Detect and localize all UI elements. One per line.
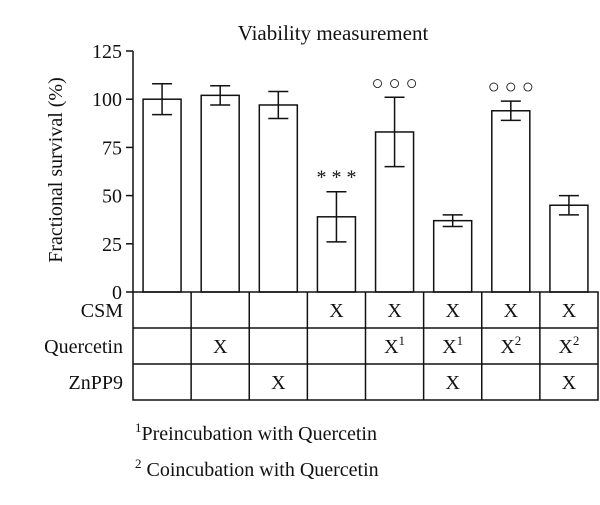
bar bbox=[258, 104, 299, 293]
table-cell-mark: X bbox=[504, 300, 519, 322]
table-row-label: ZnPP9 bbox=[69, 372, 123, 394]
significance-marker: * * * bbox=[316, 167, 356, 189]
table-cell-mark: X1 bbox=[442, 333, 463, 358]
table-cell-mark: X bbox=[329, 300, 344, 322]
table-cell-superscript: 2 bbox=[573, 333, 580, 348]
table-cell-mark: X bbox=[445, 372, 460, 394]
table-cell-superscript: 2 bbox=[515, 333, 522, 348]
table-cell-mark: X bbox=[387, 300, 402, 322]
y-tick-label: 75 bbox=[102, 137, 122, 159]
footnote-2: 2 Coincubation with Quercetin bbox=[135, 456, 379, 482]
viability-chart: Viability measurement Fractional surviva… bbox=[44, 21, 599, 401]
significance-markers: * * * ○ ○ ○ ○ ○ ○ bbox=[316, 72, 534, 188]
bar bbox=[200, 94, 240, 293]
bar bbox=[491, 110, 531, 293]
table-row-label: CSM bbox=[81, 300, 123, 322]
table-cell-superscript: 1 bbox=[457, 333, 464, 348]
treatment-table: CSM X X X X X Quercetin X X1 X1 X2 X2 ZnPP9 X X X bbox=[44, 291, 599, 401]
bars bbox=[142, 83, 589, 293]
table-cell-mark: X bbox=[213, 336, 228, 358]
significance-marker: ○ ○ ○ bbox=[371, 72, 417, 94]
bar bbox=[142, 98, 182, 293]
table-cell-mark: X bbox=[445, 300, 460, 322]
table-cell-mark: X1 bbox=[384, 333, 405, 358]
footnote-2-text: Coincubation with Quercetin bbox=[141, 459, 379, 481]
footnote-1: 1Preincubation with Quercetin bbox=[135, 420, 377, 446]
table-cell-mark: X bbox=[562, 372, 577, 394]
table-cell-mark: X2 bbox=[558, 333, 579, 358]
table-row-label: Quercetin bbox=[44, 336, 123, 358]
y-axis: 0 25 50 75 100 125 bbox=[92, 41, 134, 304]
y-tick-label: 125 bbox=[92, 41, 122, 63]
chart-title: Viability measurement bbox=[238, 21, 429, 45]
y-axis-label: Fractional survival (%) bbox=[45, 77, 67, 263]
y-tick-label: 25 bbox=[102, 234, 122, 256]
bar bbox=[432, 219, 473, 293]
table-cell-mark: X2 bbox=[500, 333, 521, 358]
table-cell-superscript: 1 bbox=[399, 333, 406, 348]
bar bbox=[549, 204, 589, 293]
significance-marker: ○ ○ ○ bbox=[488, 76, 534, 98]
y-tick-label: 100 bbox=[92, 89, 122, 111]
footnote-1-marker: 1 bbox=[135, 420, 142, 435]
y-tick-label: 0 bbox=[112, 282, 122, 304]
table-cell-mark: X bbox=[271, 372, 286, 394]
y-tick-label: 50 bbox=[102, 186, 122, 208]
footnote-2-marker: 2 bbox=[135, 456, 142, 471]
table-cell-mark: X bbox=[562, 300, 577, 322]
footnote-1-text: Preincubation with Quercetin bbox=[141, 423, 378, 445]
